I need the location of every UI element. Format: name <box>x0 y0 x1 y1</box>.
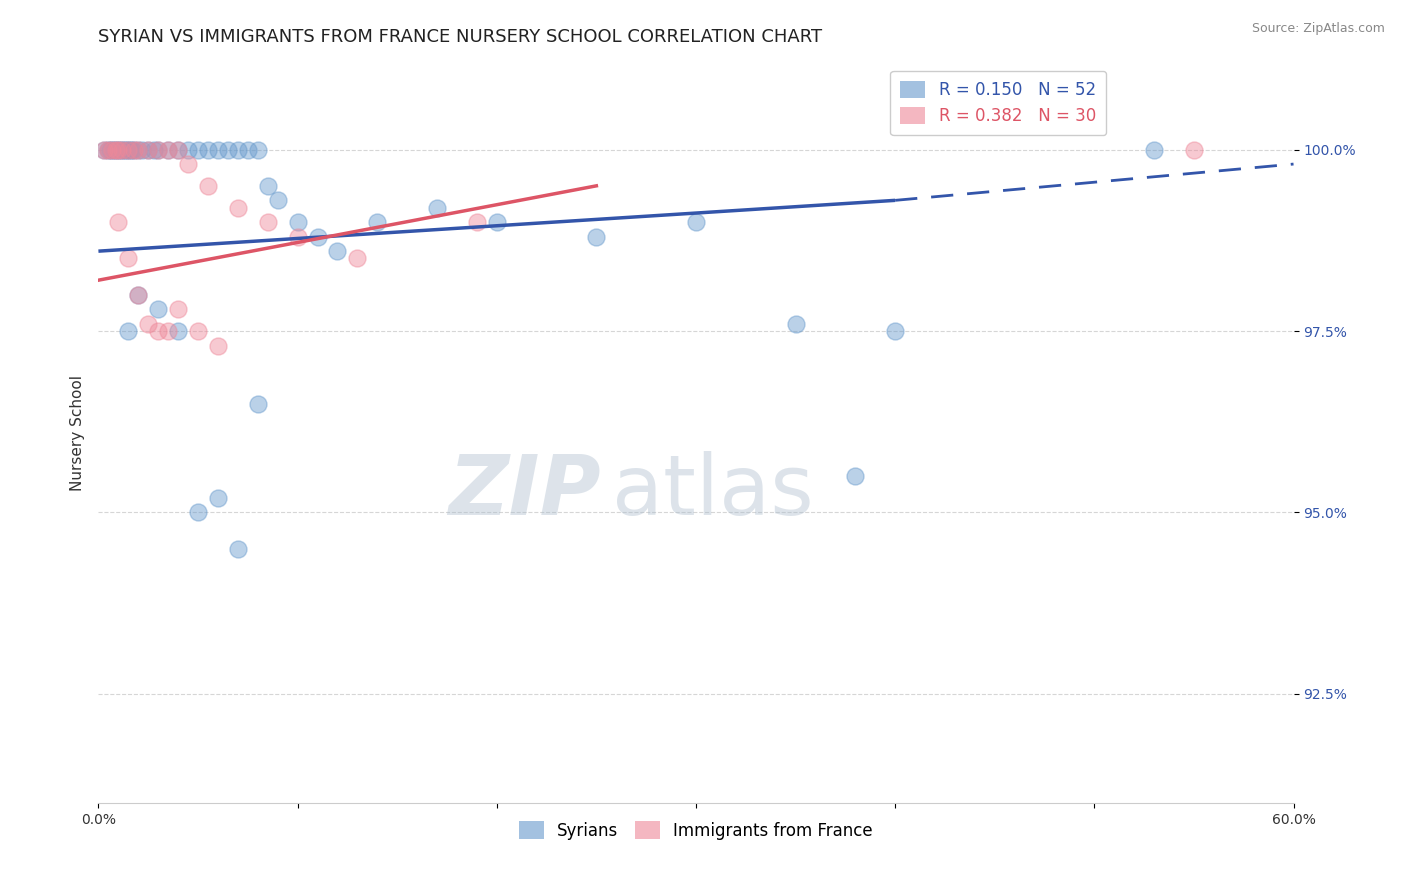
Point <box>157 143 180 157</box>
Point <box>167 324 190 338</box>
Point <box>187 506 209 520</box>
Point <box>105 143 128 157</box>
Point <box>103 143 125 157</box>
Point <box>236 143 259 157</box>
Point <box>107 143 129 157</box>
Point <box>131 143 153 157</box>
Point <box>177 157 200 171</box>
Point <box>115 143 138 157</box>
Point <box>256 178 278 193</box>
Point <box>110 143 132 157</box>
Point <box>121 143 143 157</box>
Point <box>256 215 278 229</box>
Point <box>226 201 249 215</box>
Point <box>101 143 124 157</box>
Point <box>136 143 159 157</box>
Point <box>97 143 120 157</box>
Point <box>267 194 290 208</box>
Point <box>105 143 128 157</box>
Point <box>197 143 219 157</box>
Point <box>1182 143 1205 157</box>
Point <box>207 338 229 352</box>
Point <box>148 143 170 157</box>
Point <box>111 143 134 157</box>
Point <box>287 215 309 229</box>
Point <box>207 143 229 157</box>
Point <box>157 143 180 157</box>
Point <box>124 143 146 157</box>
Point <box>485 215 508 229</box>
Point <box>112 143 135 157</box>
Point <box>187 143 209 157</box>
Point <box>167 143 190 157</box>
Point <box>97 143 120 157</box>
Point <box>117 324 139 338</box>
Text: Source: ZipAtlas.com: Source: ZipAtlas.com <box>1251 22 1385 36</box>
Point <box>117 143 139 157</box>
Point <box>127 287 149 301</box>
Point <box>117 143 139 157</box>
Y-axis label: Nursery School: Nursery School <box>69 375 84 491</box>
Point <box>148 143 170 157</box>
Point <box>326 244 349 259</box>
Point <box>98 143 122 157</box>
Point <box>685 215 707 229</box>
Point <box>127 287 149 301</box>
Point <box>844 469 866 483</box>
Point <box>187 324 209 338</box>
Point <box>226 143 249 157</box>
Point <box>246 396 269 410</box>
Point <box>366 215 388 229</box>
Point <box>157 324 180 338</box>
Point <box>346 252 368 266</box>
Point <box>143 143 166 157</box>
Point <box>307 229 329 244</box>
Point <box>111 143 134 157</box>
Point <box>884 324 907 338</box>
Point <box>177 143 200 157</box>
Point <box>93 143 115 157</box>
Legend: Syrians, Immigrants from France: Syrians, Immigrants from France <box>512 814 880 847</box>
Point <box>127 143 149 157</box>
Point <box>124 143 146 157</box>
Point <box>217 143 239 157</box>
Text: SYRIAN VS IMMIGRANTS FROM FRANCE NURSERY SCHOOL CORRELATION CHART: SYRIAN VS IMMIGRANTS FROM FRANCE NURSERY… <box>98 28 823 45</box>
Point <box>1143 143 1166 157</box>
Text: atlas: atlas <box>613 451 814 533</box>
Point <box>136 317 159 331</box>
Point <box>93 143 115 157</box>
Point <box>107 215 129 229</box>
Point <box>197 178 219 193</box>
Point <box>127 143 149 157</box>
Point <box>120 143 142 157</box>
Point <box>148 302 170 317</box>
Point <box>167 143 190 157</box>
Text: ZIP: ZIP <box>447 451 600 533</box>
Point <box>136 143 159 157</box>
Point <box>785 317 807 331</box>
Point <box>107 143 129 157</box>
Point <box>117 252 139 266</box>
Point <box>148 324 170 338</box>
Point <box>287 229 309 244</box>
Point <box>465 215 488 229</box>
Point <box>226 541 249 556</box>
Point <box>426 201 449 215</box>
Point <box>207 491 229 505</box>
Point <box>167 302 190 317</box>
Point <box>585 229 607 244</box>
Point <box>101 143 124 157</box>
Point <box>246 143 269 157</box>
